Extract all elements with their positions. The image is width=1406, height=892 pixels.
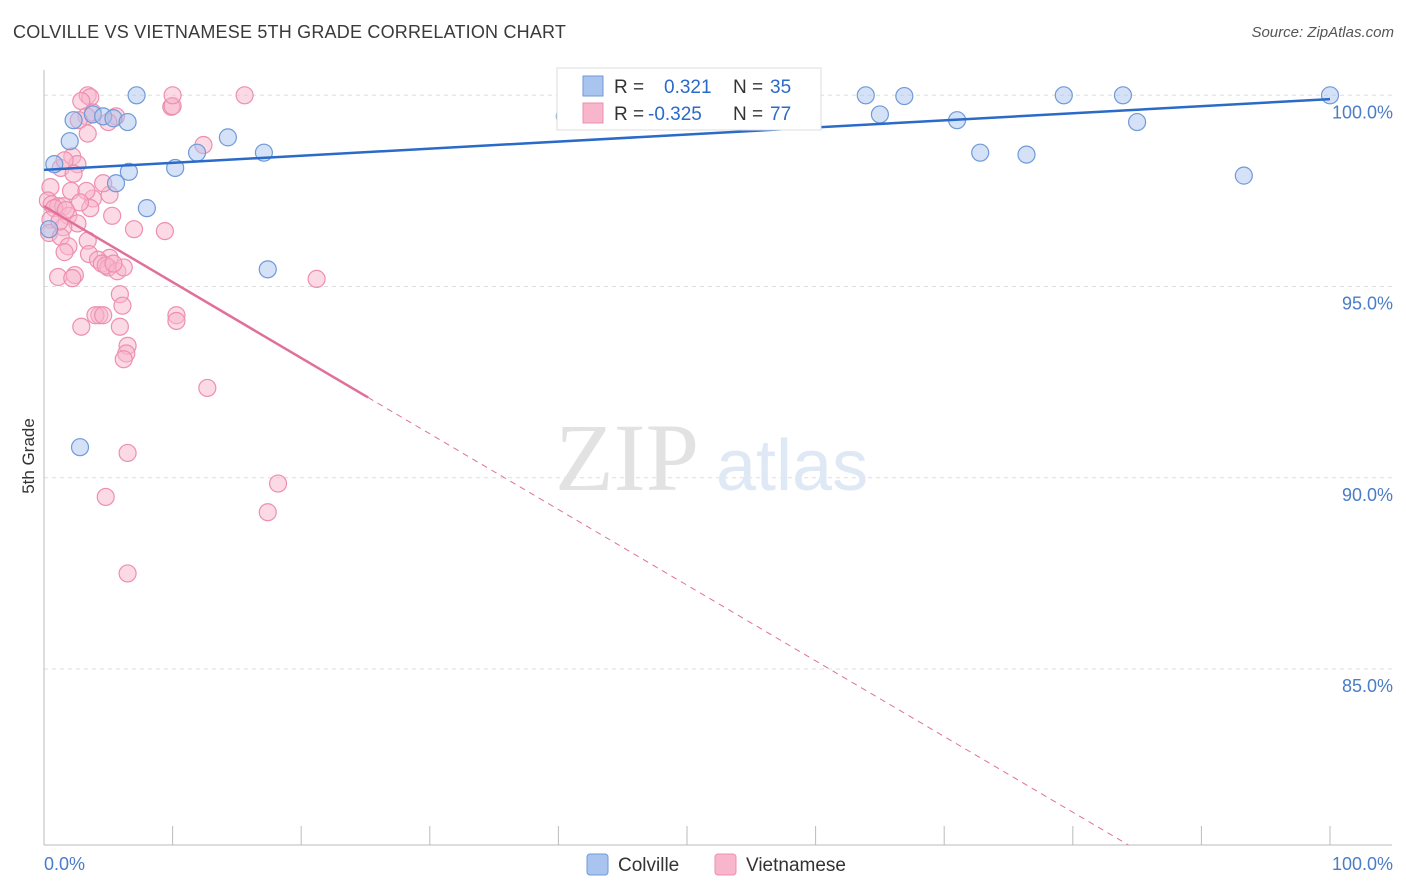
colville-points xyxy=(40,86,1340,457)
legend-swatch-colville xyxy=(582,75,604,97)
colville-trend-line xyxy=(43,97,1331,172)
colville-point xyxy=(60,132,79,151)
legend-n-value-colville: 35 xyxy=(770,77,791,98)
watermark-atlas: atlas xyxy=(716,426,868,506)
watermark: ZIP atlas xyxy=(555,404,868,511)
trend-lines xyxy=(43,97,1331,846)
colville-point xyxy=(187,143,207,162)
x-tick-label-min: 0.0% xyxy=(44,854,85,874)
colville-point xyxy=(1234,166,1253,185)
vietnamese-point xyxy=(258,503,277,522)
grid-lines xyxy=(44,94,1392,670)
y-tick-label-85: 85.0% xyxy=(1342,676,1393,696)
vietnamese-point xyxy=(114,350,133,369)
vietnamese-point xyxy=(104,254,123,273)
vietnamese-point xyxy=(72,317,91,336)
legend-r-value-colville: 0.321 xyxy=(664,77,712,98)
y-tick-label-100: 100.0% xyxy=(1332,102,1393,122)
bottom-legend: Colville Vietnamese xyxy=(586,853,846,876)
vietnamese-point xyxy=(55,243,74,262)
vietnamese-point xyxy=(94,306,113,325)
vietnamese-point xyxy=(78,124,97,143)
vietnamese-point xyxy=(268,474,288,493)
vietnamese-point xyxy=(198,378,217,398)
vietnamese-point xyxy=(235,86,254,105)
x-tick-label-max: 100.0% xyxy=(1332,854,1393,874)
colville-point xyxy=(1320,86,1340,105)
y-tick-labels: 100.0% 95.0% 90.0% 85.0% xyxy=(1332,102,1393,696)
colville-point xyxy=(218,128,237,147)
legend-n-label-colville: N = xyxy=(733,77,763,98)
y-tick-label-90: 90.0% xyxy=(1342,485,1393,505)
colville-point xyxy=(118,112,137,132)
colville-point xyxy=(127,86,146,105)
vietnamese-trend-line xyxy=(43,205,369,399)
vietnamese-point xyxy=(163,86,182,105)
legend-r-label-colville: R = xyxy=(614,77,644,98)
watermark-zip: ZIP xyxy=(555,404,699,511)
y-axis-label: 5th Grade xyxy=(19,418,38,494)
vietnamese-point xyxy=(63,269,82,288)
vietnamese-point xyxy=(103,206,122,225)
bottom-legend-swatch-colville xyxy=(586,853,609,876)
colville-point xyxy=(1113,86,1133,105)
colville-point xyxy=(870,105,890,124)
legend-swatch-vietnamese xyxy=(582,102,604,124)
chart-title: COLVILLE VS VIETNAMESE 5TH GRADE CORRELA… xyxy=(13,22,567,42)
vietnamese-point xyxy=(124,220,144,239)
bottom-legend-swatch-vietnamese xyxy=(714,853,737,876)
colville-point xyxy=(1017,145,1036,164)
legend-n-value-vietnamese: 77 xyxy=(770,104,791,125)
vietnamese-point xyxy=(118,564,137,583)
colville-point xyxy=(64,111,83,130)
colville-point xyxy=(106,174,126,193)
bottom-legend-colville: Colville xyxy=(618,855,679,876)
source-label: Source: ZipAtlas.com xyxy=(1251,24,1394,41)
colville-point xyxy=(856,86,875,105)
vietnamese-point xyxy=(307,269,326,288)
vietnamese-trend-extension xyxy=(367,397,1129,846)
vietnamese-point xyxy=(70,193,90,212)
vietnamese-point xyxy=(96,487,115,507)
colville-point xyxy=(1054,86,1073,105)
vietnamese-point xyxy=(110,317,129,336)
colville-point xyxy=(895,86,914,106)
colville-point xyxy=(119,162,138,181)
vietnamese-point xyxy=(167,311,186,331)
bottom-legend-vietnamese: Vietnamese xyxy=(746,855,846,876)
x-tick-marks xyxy=(43,826,1331,845)
legend-n-label-vietnamese: N = xyxy=(733,104,763,125)
colville-point xyxy=(258,260,277,279)
y-tick-label-95: 95.0% xyxy=(1342,294,1393,314)
vietnamese-point xyxy=(118,443,137,463)
vietnamese-point xyxy=(113,296,132,315)
colville-point xyxy=(971,143,990,162)
colville-point xyxy=(40,220,59,239)
legend-box: R = 0.321 N = 35 R = -0.325 N = 77 xyxy=(556,67,822,131)
vietnamese-point xyxy=(155,221,174,241)
colville-point xyxy=(70,438,90,457)
legend-r-value-vietnamese: -0.325 xyxy=(648,104,702,125)
colville-point xyxy=(137,199,156,218)
legend-r-label-vietnamese: R = xyxy=(614,104,644,125)
colville-point xyxy=(1127,112,1147,132)
